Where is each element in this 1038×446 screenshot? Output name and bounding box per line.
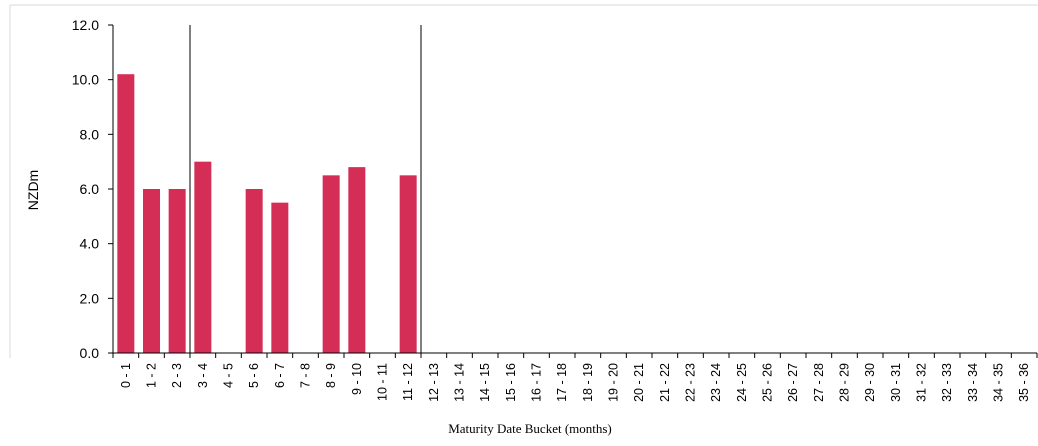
x-tick-label: 33 - 34 <box>966 363 980 402</box>
bar-11-12 <box>399 175 417 353</box>
x-tick-label: 13 - 14 <box>453 363 467 402</box>
x-tick-label: 10 - 11 <box>376 363 390 401</box>
x-tick-label: 14 - 15 <box>478 363 492 402</box>
y-axis-label: NZDm <box>25 170 41 210</box>
x-tick-label: 1 - 2 <box>145 363 159 388</box>
x-tick-label: 27 - 28 <box>812 363 826 402</box>
x-tick-label: 22 - 23 <box>684 363 698 402</box>
y-tick-label: 6.0 <box>80 181 100 197</box>
x-tick-label: 0 - 1 <box>119 363 133 388</box>
y-tick-label: 4.0 <box>80 236 100 252</box>
x-tick-label: 5 - 6 <box>247 363 261 388</box>
x-tick-label: 24 - 25 <box>735 363 749 402</box>
x-tick-label: 31 - 32 <box>915 363 929 402</box>
x-tick-label: 12 - 13 <box>427 363 441 402</box>
plot-area: 0.0 2.0 4.0 6.0 8.0 10.0 12.0 0 - 1 1 - 2 2 - 3 3 … <box>72 17 1038 402</box>
y-tick-label: 10.0 <box>72 72 99 88</box>
x-axis-label: Maturity Date Bucket (months) <box>448 421 612 436</box>
x-tick-label: 20 - 21 <box>632 363 646 402</box>
y-tick-label: 2.0 <box>80 290 100 306</box>
bar-9-10 <box>348 167 366 353</box>
x-tick-label: 19 - 20 <box>607 363 621 402</box>
bar-1-2 <box>143 189 160 353</box>
bar-5-6 <box>245 189 263 353</box>
x-tick-label: 23 - 24 <box>709 363 723 402</box>
x-tick-label: 29 - 30 <box>863 363 877 402</box>
x-tick-label: 18 - 19 <box>581 363 595 402</box>
x-tick-label: 4 - 5 <box>222 363 236 388</box>
x-tick-label: 26 - 27 <box>786 363 800 402</box>
x-tick-label: 21 - 22 <box>658 363 672 402</box>
bar-8-9 <box>322 175 340 353</box>
x-tick-label: 2 - 3 <box>170 363 184 388</box>
x-tick-label: 17 - 18 <box>555 363 569 402</box>
y-tick-label: 8.0 <box>80 126 100 142</box>
y-tick-label: 0.0 <box>80 345 100 361</box>
x-tick-label: 6 - 7 <box>273 363 287 388</box>
x-tick-label: 7 - 8 <box>299 363 313 388</box>
bar-3-4 <box>194 161 212 353</box>
x-tick-label: 11 - 12 <box>401 363 415 401</box>
x-tick-label: 28 - 29 <box>838 363 852 402</box>
x-tick-label: 8 - 9 <box>324 363 338 388</box>
x-tick-label: 35 - 36 <box>1017 363 1031 402</box>
bar-2-3 <box>168 189 186 353</box>
x-tick-label: 25 - 26 <box>761 363 775 402</box>
bar-6-7 <box>271 202 289 353</box>
x-tick-label: 32 - 33 <box>940 363 954 402</box>
x-tick-label: 16 - 17 <box>530 363 544 402</box>
x-tick-label: 9 - 10 <box>350 363 364 395</box>
x-tick-label: 3 - 4 <box>196 363 210 388</box>
x-tick-label: 34 - 35 <box>992 363 1006 402</box>
bar-0-1 <box>117 74 135 353</box>
x-tick-label: 30 - 31 <box>889 363 903 402</box>
x-tick-label: 15 - 16 <box>504 363 518 402</box>
y-tick-label: 12.0 <box>72 17 99 33</box>
